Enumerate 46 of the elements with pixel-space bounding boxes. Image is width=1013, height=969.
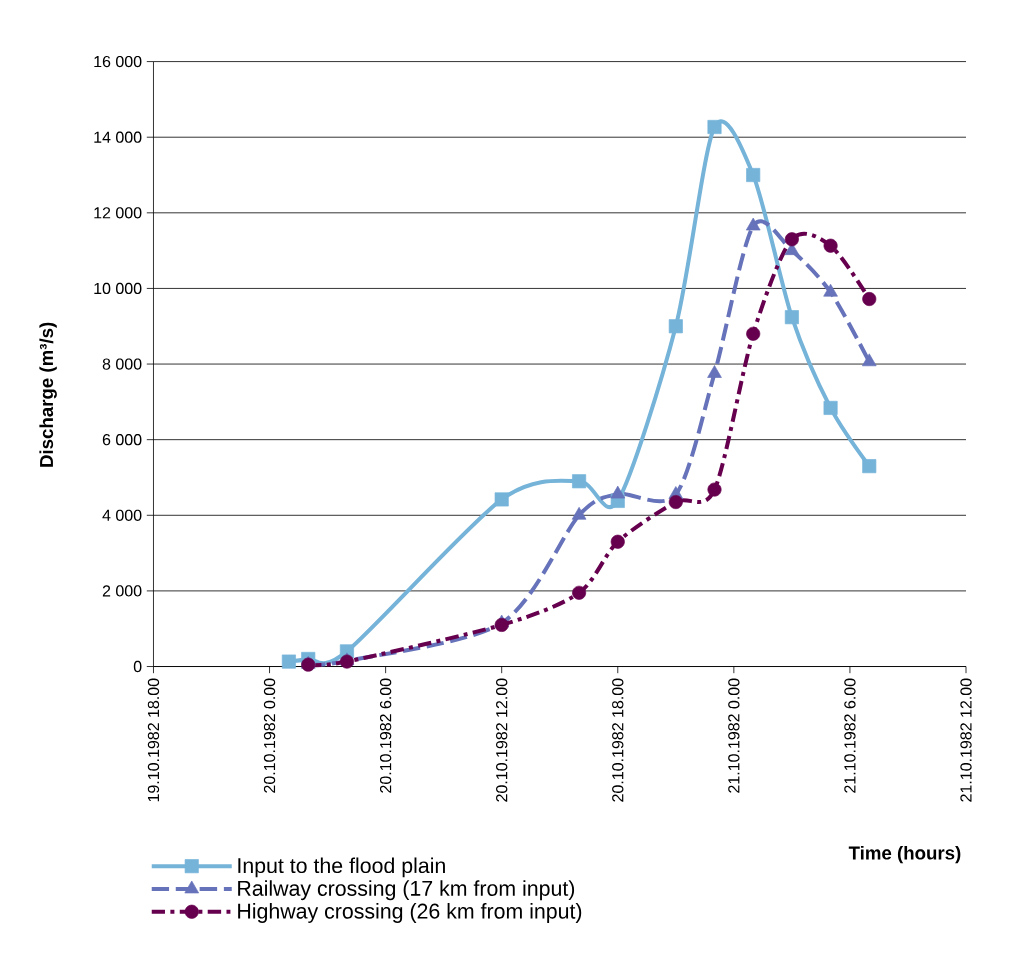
x-tick-label: 20.10.1982 6.00 — [379, 678, 392, 793]
point — [494, 617, 509, 632]
point — [610, 534, 625, 549]
point — [707, 365, 722, 378]
point — [610, 485, 626, 499]
point — [668, 495, 683, 510]
point — [572, 585, 587, 600]
point — [746, 326, 761, 341]
y-tick-label: 14 000 — [94, 131, 142, 143]
point — [784, 232, 799, 247]
point — [572, 474, 587, 489]
x-tick-label: 20.10.1982 0.00 — [263, 678, 276, 793]
y-axis-title: Discharge (m³/s) — [39, 322, 57, 467]
y-tick-label: 2 000 — [102, 585, 142, 597]
point — [281, 654, 296, 669]
y-tick-label: 12 000 — [94, 207, 142, 219]
point — [823, 238, 838, 253]
y-tick-label: 8 000 — [102, 358, 142, 370]
point — [862, 459, 877, 474]
x-tick-label: 20.10.1982 18.00 — [612, 678, 624, 802]
point — [823, 283, 838, 297]
legend-label: Input to the flood plain — [238, 857, 445, 878]
point — [862, 353, 877, 367]
x-axis-title: Time (hours) — [848, 845, 961, 864]
y-tick-label: 6 000 — [102, 434, 142, 446]
point — [707, 119, 722, 134]
point — [707, 482, 722, 497]
x-tick-label: 20.10.1982 12.00 — [496, 678, 508, 802]
x-tick-label: 21.10.1982 12.00 — [960, 678, 972, 802]
point — [571, 506, 587, 520]
point — [784, 310, 799, 325]
x-tick-label: 21.10.1982 6.00 — [844, 678, 856, 793]
x-tick-label: 21.10.1982 0.00 — [728, 678, 740, 793]
point — [668, 319, 683, 334]
point — [862, 292, 877, 307]
legend-label: Highway crossing (26 km from input) — [238, 903, 582, 923]
point — [745, 217, 761, 231]
point — [746, 168, 761, 183]
y-tick-label: 16 000 — [94, 55, 142, 68]
point — [494, 492, 509, 507]
point — [823, 400, 838, 415]
legend-label: Railway crossing (17 km from input) — [238, 880, 575, 901]
y-tick-label: 4 000 — [102, 509, 142, 521]
y-tick-label: 10 000 — [94, 282, 142, 295]
y-tick-label: 0 — [133, 660, 142, 673]
x-tick-label: 19.10.1982 18.00 — [147, 678, 160, 802]
